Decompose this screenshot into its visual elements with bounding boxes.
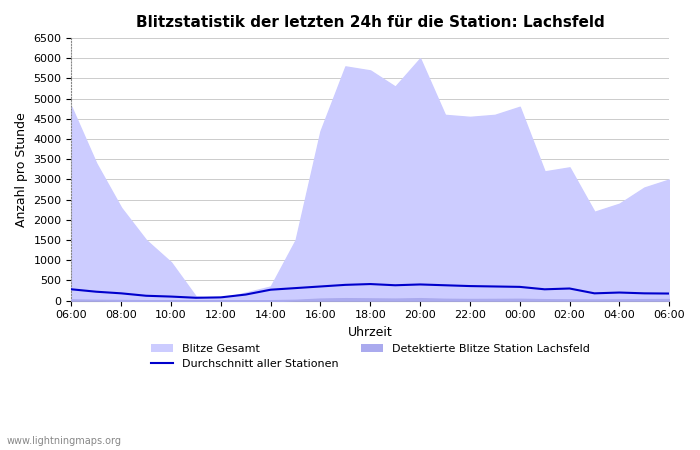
X-axis label: Uhrzeit: Uhrzeit xyxy=(348,326,393,339)
Title: Blitzstatistik der letzten 24h für die Station: Lachsfeld: Blitzstatistik der letzten 24h für die S… xyxy=(136,15,605,30)
Y-axis label: Anzahl pro Stunde: Anzahl pro Stunde xyxy=(15,112,28,227)
Legend: Blitze Gesamt, Durchschnitt aller Stationen, Detektierte Blitze Station Lachsfel: Blitze Gesamt, Durchschnitt aller Statio… xyxy=(146,339,594,374)
Text: www.lightningmaps.org: www.lightningmaps.org xyxy=(7,436,122,446)
